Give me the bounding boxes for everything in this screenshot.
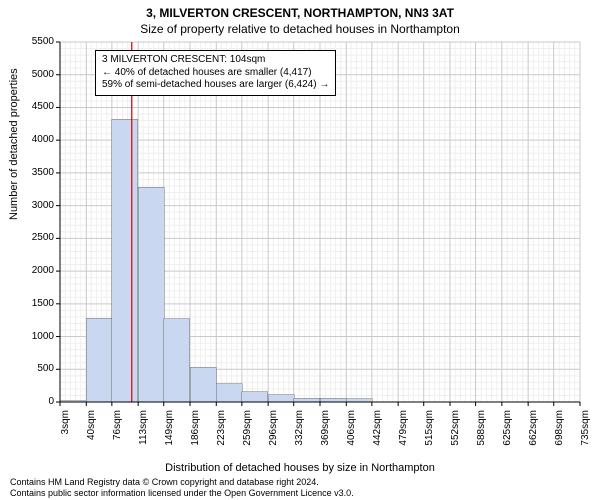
x-tick-label: 406sqm	[346, 410, 357, 450]
y-tick-label: 3500	[24, 167, 54, 178]
x-tick-label: 186sqm	[190, 410, 201, 450]
bar	[242, 392, 268, 402]
x-tick-label: 259sqm	[242, 410, 253, 450]
x-tick-label: 588sqm	[476, 410, 487, 450]
x-tick-label: 515sqm	[424, 410, 435, 450]
footer-text: Contains HM Land Registry data © Crown c…	[10, 477, 354, 498]
bar	[86, 318, 112, 402]
x-tick-label: 735sqm	[580, 410, 591, 450]
y-axis-label: Number of detached properties	[8, 68, 20, 220]
y-tick-label: 4500	[24, 101, 54, 112]
x-tick-label: 296sqm	[268, 410, 279, 450]
plot-area	[60, 42, 580, 402]
chart-title-line2: Size of property relative to detached ho…	[0, 20, 600, 36]
x-tick-label: 40sqm	[86, 410, 97, 450]
annotation-line3: 59% of semi-detached houses are larger (…	[102, 79, 329, 92]
x-tick-label: 149sqm	[164, 410, 175, 450]
bar	[164, 319, 190, 402]
annotation-line1: 3 MILVERTON CRESCENT: 104sqm	[102, 54, 329, 67]
y-tick-label: 5000	[24, 69, 54, 80]
x-axis-label: Distribution of detached houses by size …	[0, 462, 600, 474]
y-tick-label: 1000	[24, 331, 54, 342]
bar	[138, 187, 164, 402]
y-tick-label: 5500	[24, 36, 54, 47]
x-tick-label: 369sqm	[320, 410, 331, 450]
chart-title-line1: 3, MILVERTON CRESCENT, NORTHAMPTON, NN3 …	[0, 0, 600, 20]
x-tick-label: 625sqm	[502, 410, 513, 450]
y-tick-label: 3000	[24, 200, 54, 211]
y-tick-label: 0	[24, 396, 54, 407]
footer-line1: Contains HM Land Registry data © Crown c…	[10, 477, 354, 487]
y-tick-label: 2500	[24, 232, 54, 243]
bar	[320, 398, 346, 402]
x-tick-label: 442sqm	[372, 410, 383, 450]
x-tick-label: 552sqm	[450, 410, 461, 450]
x-tick-label: 698sqm	[554, 410, 565, 450]
bar	[112, 119, 138, 402]
x-tick-label: 76sqm	[112, 410, 123, 450]
x-tick-label: 662sqm	[528, 410, 539, 450]
bar	[190, 367, 216, 402]
bar	[268, 395, 294, 402]
footer-line2: Contains public sector information licen…	[10, 488, 354, 498]
x-tick-label: 3sqm	[60, 410, 71, 450]
chart-container: 3, MILVERTON CRESCENT, NORTHAMPTON, NN3 …	[0, 0, 600, 500]
y-tick-label: 4000	[24, 134, 54, 145]
x-tick-label: 113sqm	[138, 410, 149, 450]
chart-svg	[60, 42, 580, 402]
x-tick-label: 479sqm	[398, 410, 409, 450]
annotation-line2: ← 40% of detached houses are smaller (4,…	[102, 67, 329, 80]
bar	[216, 384, 242, 402]
bar	[294, 398, 320, 402]
x-tick-label: 332sqm	[294, 410, 305, 450]
x-tick-label: 223sqm	[216, 410, 227, 450]
annotation-box: 3 MILVERTON CRESCENT: 104sqm ← 40% of de…	[95, 50, 336, 96]
y-tick-label: 500	[24, 363, 54, 374]
y-tick-label: 2000	[24, 265, 54, 276]
y-tick-label: 1500	[24, 298, 54, 309]
